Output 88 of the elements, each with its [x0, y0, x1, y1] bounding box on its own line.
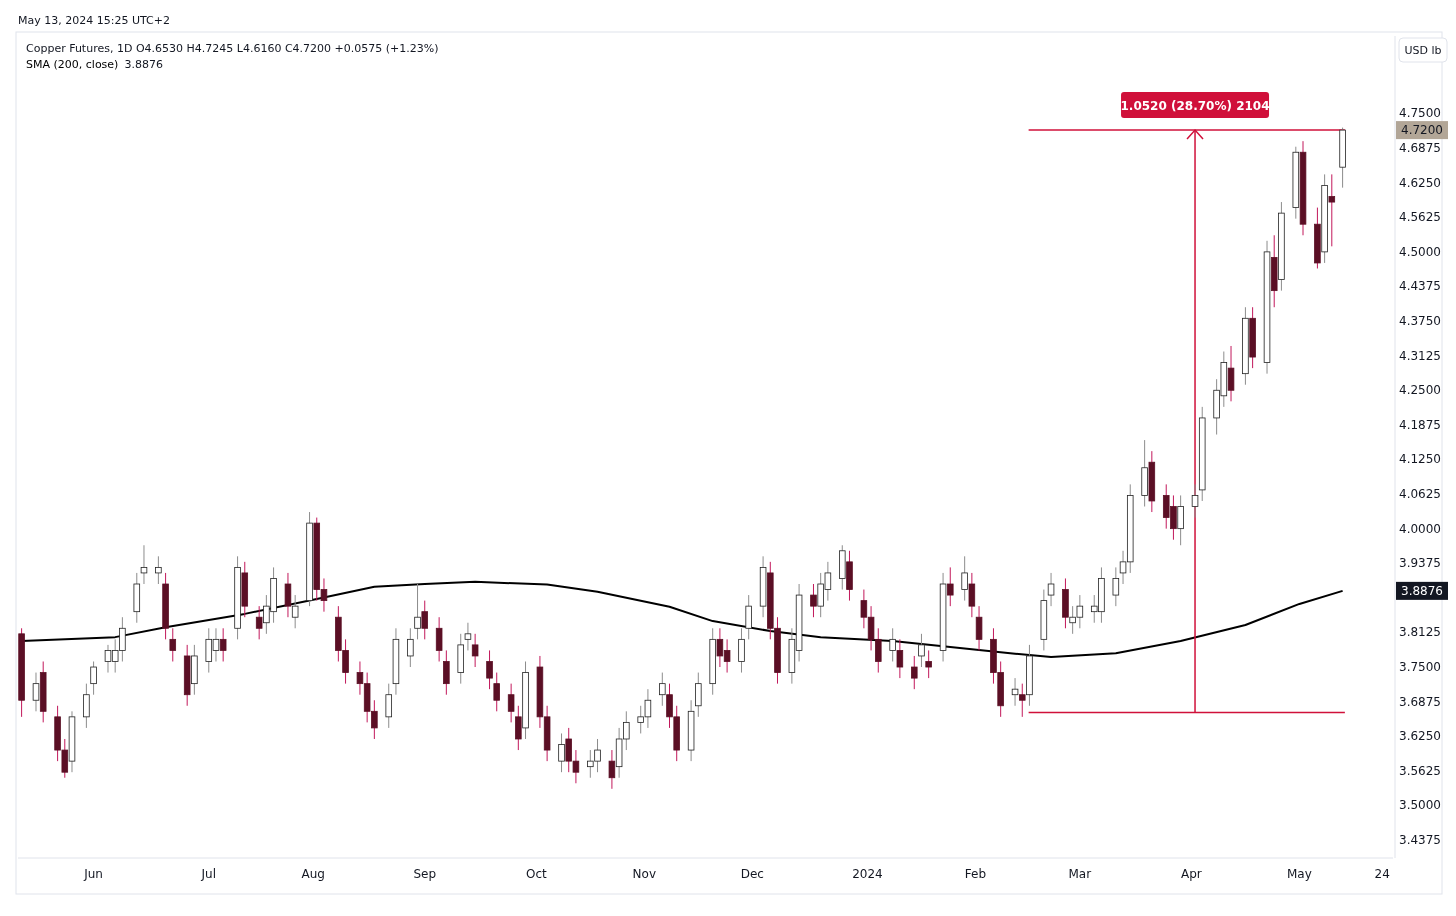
candlestick [169, 627, 177, 662]
candlestick [385, 683, 393, 729]
y-tick-label: 3.6250 [1399, 729, 1441, 744]
x-tick-label: Nov [632, 867, 657, 881]
x-tick-label: Apr [1181, 867, 1202, 881]
y-tick-label: 4.7500 [1399, 106, 1441, 121]
y-tick-label: 4.0625 [1399, 487, 1441, 502]
y-tick-label: 4.1250 [1399, 452, 1441, 467]
candlestick [83, 683, 90, 729]
candlestick [911, 655, 918, 690]
y-tick-label: 3.8125 [1399, 625, 1441, 640]
x-tick-label: Aug [301, 867, 325, 881]
x-tick-label: May [1287, 867, 1312, 881]
y-tick-label: 4.3750 [1399, 314, 1441, 329]
y-tick-label: 3.4375 [1399, 833, 1441, 848]
candlestick [32, 672, 40, 712]
candlestick [896, 638, 904, 679]
candlestick [464, 622, 472, 651]
candlestick [1112, 566, 1120, 607]
x-tick-label: Mar [1068, 867, 1092, 881]
x-tick-label: Dec [740, 867, 764, 881]
x-tick-label: Jul [200, 867, 217, 881]
y-axis-title: USD lb [1404, 44, 1442, 57]
candlestick [1011, 677, 1019, 707]
candlestick [507, 683, 515, 723]
candlestick [961, 555, 968, 602]
y-tick-label: 4.3125 [1399, 348, 1441, 363]
candlestick [608, 749, 616, 790]
candlestick [407, 627, 414, 668]
y-tick-label: 3.7500 [1399, 660, 1441, 675]
candlestick [1191, 483, 1199, 519]
x-tick-label: Sep [413, 867, 437, 881]
candlestick [810, 583, 817, 618]
candlestick [1177, 494, 1184, 546]
candlestick [738, 627, 745, 674]
candlestick [291, 594, 299, 629]
candlestick [968, 572, 976, 618]
candlestick [745, 594, 752, 640]
chart-subtitle: May 13, 2024 15:25 UTC+2 [18, 14, 170, 27]
candlestick [1047, 572, 1055, 607]
candlestick [1227, 345, 1235, 402]
annotation: 3.8876 [124, 58, 163, 71]
candlestick [155, 555, 162, 585]
x-tick-label: Jun [83, 867, 103, 881]
candlestick [284, 572, 292, 618]
y-tick-label: 4.2500 [1399, 383, 1441, 398]
candlestick [255, 605, 263, 640]
y-tick-label: 4.6875 [1399, 141, 1441, 156]
y-tick-label: 4.5000 [1399, 244, 1441, 259]
x-tick-label: 2024 [852, 867, 883, 881]
text: 4.7200 [1401, 123, 1443, 138]
text: SMA (200, close) [26, 58, 119, 71]
y-tick-label: 4.4375 [1399, 279, 1441, 294]
candlestick [975, 605, 983, 651]
candlestick [889, 627, 896, 662]
candlestick [659, 672, 666, 707]
y-tick-label: 3.6875 [1399, 694, 1441, 709]
text: Copper Futures, 1D O4.6530 H4.7245 L4.6160 C4.7200 +0.0575 (+1.23%) [26, 42, 439, 55]
candlestick [435, 616, 443, 662]
candlestick [695, 672, 702, 718]
y-tick-label: 4.0000 [1399, 521, 1441, 536]
candlestick [558, 732, 565, 773]
x-tick-label: Oct [525, 867, 547, 881]
candlestick [918, 633, 925, 668]
text: 3.8876 [1401, 583, 1443, 598]
y-tick-label: 3.9375 [1399, 556, 1441, 571]
candlestick [140, 544, 148, 585]
y-tick-label: 3.5000 [1399, 798, 1441, 813]
x-tick-label: Feb [964, 867, 987, 881]
candlestick [443, 649, 450, 696]
x-tick-label: 24 [1374, 867, 1390, 881]
candlestick [421, 600, 429, 640]
candlestick [90, 660, 97, 696]
annotation: 1.0520 (28.70%) 2104 [1120, 99, 1270, 114]
candlestick [414, 583, 421, 640]
candlestick [925, 649, 932, 679]
candlestick [493, 672, 500, 712]
candlestick [947, 566, 954, 607]
y-tick-label: 4.6250 [1399, 175, 1441, 190]
candlestick [219, 627, 227, 662]
candlestick [471, 633, 479, 668]
candlestick [515, 705, 522, 751]
candlestick [1018, 683, 1026, 718]
candlestick [1328, 173, 1336, 247]
candlestick [486, 649, 493, 690]
y-tick-label: 4.5625 [1399, 210, 1441, 225]
y-tick-label: 4.1875 [1399, 417, 1441, 432]
y-tick-label: 3.5625 [1399, 763, 1441, 778]
